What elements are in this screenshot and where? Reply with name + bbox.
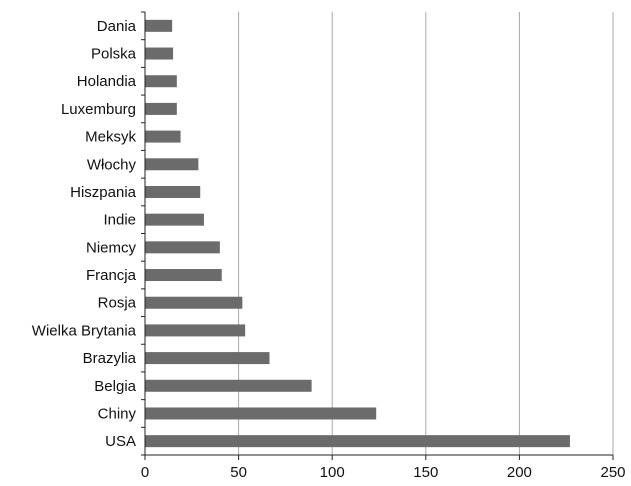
axes: [141, 11, 614, 460]
bar: [145, 75, 177, 88]
bar: [145, 379, 312, 392]
category-label: Holandia: [77, 73, 137, 90]
x-tick-label: 100: [320, 464, 345, 481]
bar: [145, 435, 570, 448]
bar: [145, 324, 246, 337]
bar: [145, 407, 377, 420]
category-label: Belgia: [94, 378, 136, 395]
category-label: Francja: [86, 267, 137, 284]
bar: [145, 185, 201, 198]
bar: [145, 241, 220, 254]
category-label: Meksyk: [85, 129, 136, 146]
x-tick-label: 200: [507, 464, 532, 481]
bar: [145, 296, 243, 309]
bar: [145, 213, 204, 226]
bar: [145, 47, 174, 60]
bar: [145, 130, 181, 143]
x-tick-label: 50: [230, 464, 247, 481]
bar: [145, 102, 177, 115]
category-label: USA: [105, 433, 136, 450]
category-label: Indie: [103, 212, 136, 229]
category-labels: Dania Polska Holandia Luxemburg Meksyk Włochy…: [32, 18, 137, 450]
category-label: Chiny: [98, 405, 137, 422]
bar: [145, 158, 199, 171]
category-label: Włochy: [87, 156, 137, 173]
category-label: Polska: [91, 46, 137, 63]
x-tick-labels: 0 50 100 150 200 250: [141, 464, 626, 481]
category-label: Wielka Brytania: [32, 322, 137, 339]
bar: [145, 352, 270, 365]
category-label: Dania: [97, 18, 137, 35]
bar: [145, 269, 222, 282]
x-tick-label: 150: [413, 464, 438, 481]
category-label: Luxemburg: [61, 101, 136, 118]
category-label: Rosja: [98, 295, 137, 312]
x-tick-label: 0: [141, 464, 149, 481]
category-label: Niemcy: [86, 239, 137, 256]
bars: [145, 19, 570, 448]
category-label: Brazylia: [83, 350, 137, 367]
category-label: Hiszpania: [70, 184, 137, 201]
x-tick-label: 250: [600, 464, 625, 481]
bar: [145, 19, 173, 32]
